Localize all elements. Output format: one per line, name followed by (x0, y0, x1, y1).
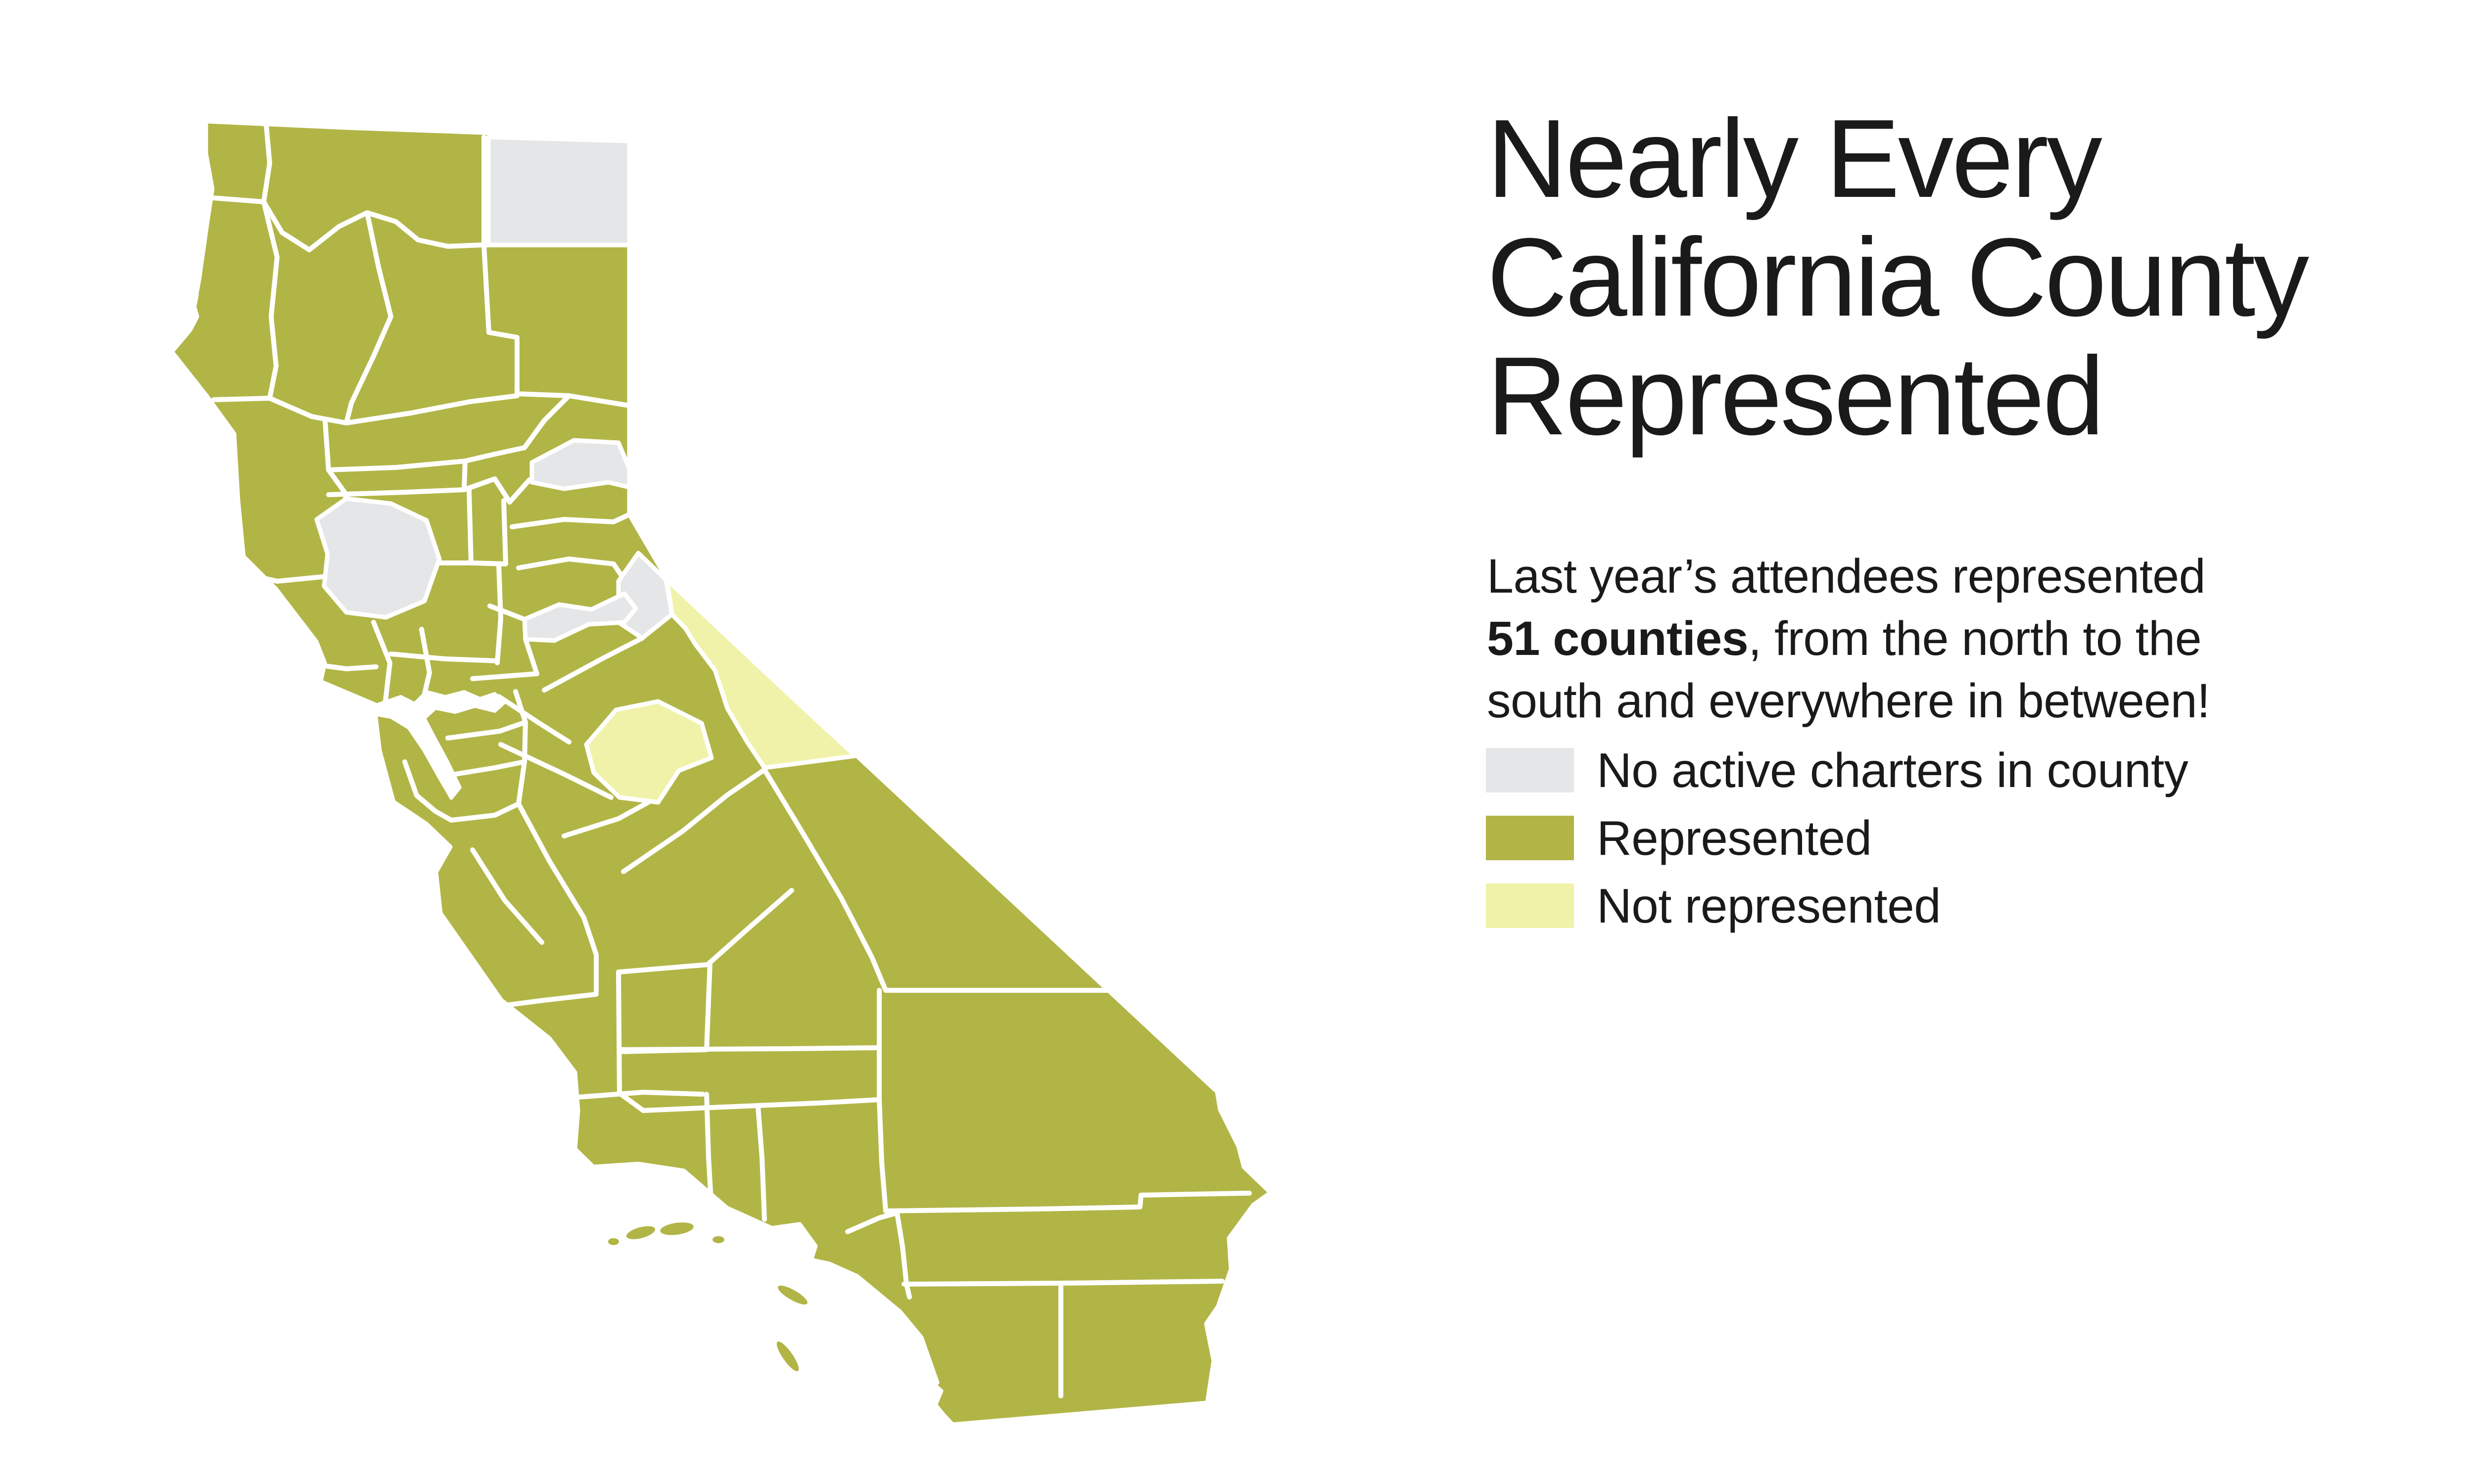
title-line-1: Nearly Every (1487, 96, 2102, 221)
channel-islands (608, 1222, 808, 1372)
sf-bay-water (367, 690, 506, 800)
legend-label-no-charters: No active charters in county (1597, 742, 2189, 797)
county-sierra (529, 438, 632, 491)
legend-row-not-represented: Not represented (1486, 879, 2188, 933)
legend-label-represented: Represented (1597, 810, 1872, 865)
county-amador (522, 591, 638, 643)
legend-row-represented: Represented (1486, 811, 2188, 865)
legend: No active charters in county Represented… (1486, 743, 2189, 951)
county-lake (314, 496, 442, 620)
intro-line-3: south and everywhere in between! (1487, 674, 2210, 728)
county-modoc (486, 135, 632, 247)
legend-swatch-no-charters (1486, 748, 1574, 792)
title-line-2: California County (1487, 215, 2309, 339)
county-mono (665, 577, 858, 770)
legend-swatch-not-represented (1486, 883, 1574, 928)
legend-swatch-represented (1486, 816, 1574, 860)
intro-paragraph: Last year’s attendees represented 51 coun… (1487, 545, 2474, 732)
intro-line-2: , from the north to the (1748, 611, 2202, 665)
legend-row-no-charters: No active charters in county (1486, 743, 2189, 797)
legend-label-not-represented: Not represented (1597, 878, 1941, 933)
county-state-base (169, 119, 1273, 1427)
intro-counties-count: 51 counties (1487, 611, 1749, 665)
county-boundaries (210, 122, 1252, 1398)
title-line-3: Represented (1487, 333, 2104, 458)
page-title: Nearly Every California County Represented (1487, 99, 2474, 455)
intro-line-1: Last year’s attendees represented (1487, 549, 2206, 603)
humboldt-bay-water (186, 286, 199, 313)
county-mariposa (584, 699, 714, 805)
